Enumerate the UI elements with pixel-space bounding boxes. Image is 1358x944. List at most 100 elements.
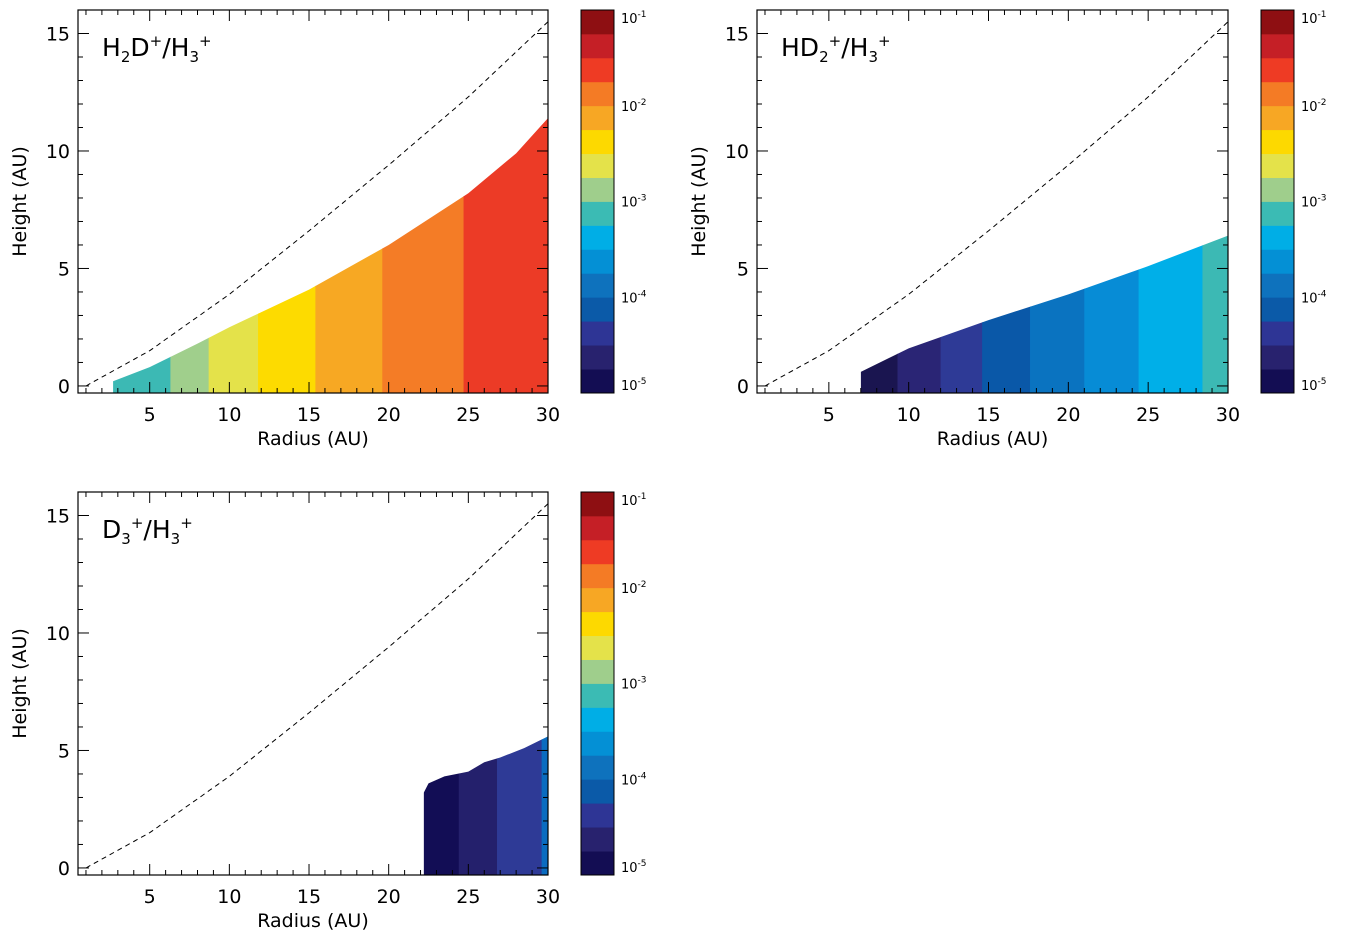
x-tick-label: 15 — [297, 404, 321, 426]
x-tick-label: 25 — [456, 404, 480, 426]
colorbar-tick-label: 10-4 — [621, 289, 647, 306]
colorbar: 10-510-410-310-210-1 — [1260, 9, 1327, 394]
colorbar-swatch — [581, 731, 614, 756]
colorbar-swatch — [1261, 105, 1294, 131]
tick-base: 10 — [1301, 291, 1318, 306]
colorbar-swatch — [581, 81, 614, 107]
tick-exponent: -4 — [638, 289, 647, 299]
tick-base: 10 — [621, 196, 638, 211]
label-base: HD — [781, 33, 819, 62]
region-bands — [113, 118, 549, 394]
ratio-band-1 — [860, 346, 899, 393]
colorbar-tick-label: 10-1 — [1301, 10, 1327, 27]
tick-base: 10 — [621, 100, 638, 115]
panel-label: HD2+/H3+ — [781, 32, 891, 66]
plot-frame — [756, 9, 1229, 394]
colorbar-swatch — [581, 273, 614, 298]
tick-exponent: -5 — [1318, 377, 1327, 387]
ratio-band-3 — [497, 736, 543, 875]
colorbar-tick-label: 10-3 — [621, 676, 647, 693]
ratio-band-4 — [982, 299, 1031, 393]
colorbar-swatch — [1261, 201, 1294, 226]
ratio-band-1 — [113, 349, 171, 393]
tick-base: 10 — [1301, 196, 1318, 211]
colorbar-swatch — [581, 57, 614, 83]
tick-exponent: -4 — [1318, 289, 1327, 299]
y-tick-label: 15 — [46, 505, 70, 527]
label-slash: / — [143, 515, 152, 544]
colorbar-swatch — [581, 33, 614, 59]
y-tick-label: 10 — [725, 141, 749, 163]
colorbar-tick-label: 10-1 — [621, 492, 647, 509]
colorbar-swatch — [581, 707, 614, 732]
y-axis-label: Height (AU) — [9, 628, 31, 739]
label-sub: 2 — [819, 48, 829, 66]
colorbar-swatch — [581, 225, 614, 250]
colorbar-tick-label: 10-5 — [621, 859, 647, 876]
label-sup: + — [131, 514, 144, 532]
tick-base: 10 — [621, 861, 638, 876]
dashed-boundary-line — [85, 503, 549, 869]
label-sup2: + — [199, 32, 212, 50]
colorbar-swatch — [1261, 249, 1294, 274]
colorbar-swatch — [581, 587, 614, 613]
x-tick-label: 30 — [1216, 404, 1240, 426]
colorbar-swatch — [581, 755, 614, 780]
region-bands — [860, 235, 1228, 393]
colorbar-swatch — [581, 515, 614, 541]
label-sub: 3 — [121, 530, 131, 548]
colorbar-swatch — [1261, 33, 1294, 59]
colorbar-swatch — [581, 105, 614, 131]
label-base2: H — [850, 33, 869, 62]
y-axis-label: Height (AU) — [9, 146, 31, 257]
tick-exponent: -2 — [638, 580, 647, 590]
label-sub: 2 — [121, 48, 131, 66]
ratio-band-5 — [315, 241, 383, 393]
ratio-band-2 — [897, 330, 942, 393]
label-sup2: + — [180, 514, 193, 532]
ratio-band-7 — [1138, 238, 1203, 393]
colorbar-swatch — [1261, 129, 1294, 155]
tick-base: 10 — [1301, 100, 1318, 115]
colorbar-swatch — [581, 369, 614, 394]
colorbar-swatch — [581, 345, 614, 370]
ratio-band-6 — [1084, 262, 1140, 393]
colorbar-swatch — [1261, 273, 1294, 298]
dashed-boundary-line — [764, 21, 1229, 387]
x-tick-label: 5 — [144, 886, 156, 908]
colorbar-swatch — [581, 827, 614, 852]
ratio-band-8 — [1202, 235, 1228, 393]
tick-exponent: -3 — [638, 194, 647, 204]
colorbar-tick-label: 10-3 — [621, 194, 647, 211]
colorbar-swatch — [1261, 153, 1294, 178]
colorbar-frame — [580, 9, 615, 394]
x-tick-label: 15 — [297, 886, 321, 908]
tick-exponent: -3 — [638, 676, 647, 686]
colorbar-swatch — [581, 177, 614, 202]
region-bands — [423, 736, 548, 875]
tick-exponent: -4 — [638, 771, 647, 781]
x-tick-label: 5 — [144, 404, 156, 426]
colorbar-swatch — [1261, 345, 1294, 370]
panel-label: D3+/H3+ — [102, 514, 193, 548]
x-tick-label: 20 — [377, 886, 401, 908]
colorbar-swatch — [1261, 369, 1294, 394]
ratio-band-3 — [940, 315, 983, 393]
ratio-band-3 — [208, 306, 259, 393]
x-axis-label: Radius (AU) — [257, 910, 368, 932]
x-tick-label: 20 — [377, 404, 401, 426]
x-tick-label: 10 — [217, 886, 241, 908]
y-tick-label: 10 — [46, 623, 70, 645]
x-tick-label: 30 — [536, 404, 560, 426]
x-tick-label: 5 — [823, 404, 835, 426]
ratio-band-2 — [170, 330, 210, 393]
colorbar-swatch — [1261, 225, 1294, 250]
colorbar-swatch — [581, 659, 614, 684]
colorbar: 10-510-410-310-210-1 — [580, 491, 647, 876]
plot-frame — [77, 9, 549, 394]
label-sub2: 3 — [868, 48, 878, 66]
